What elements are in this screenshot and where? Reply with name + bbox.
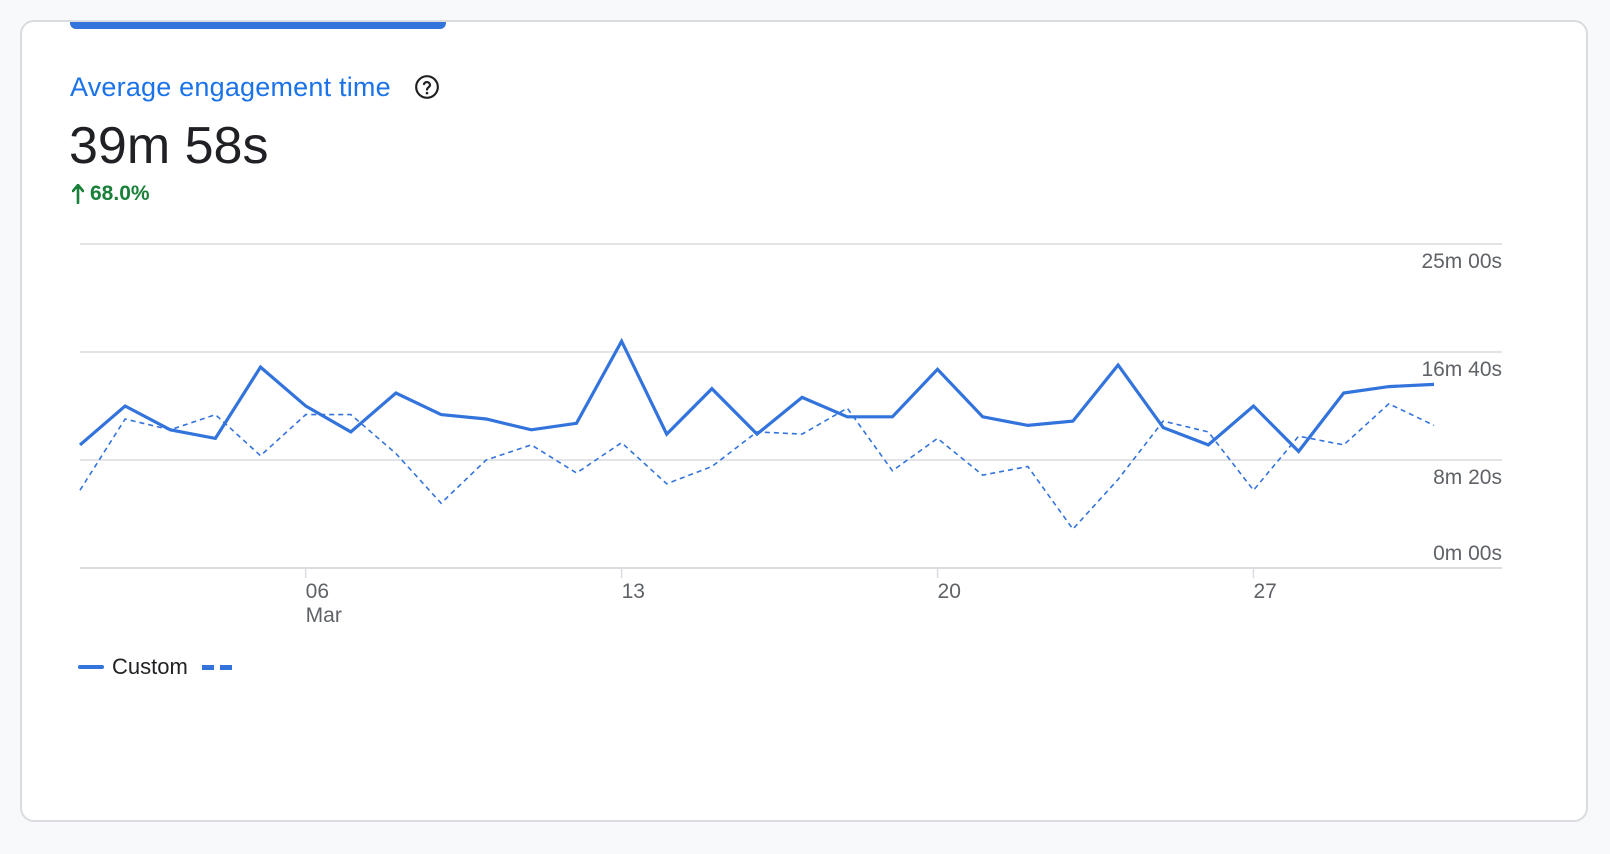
legend-solid-swatch bbox=[78, 665, 104, 669]
x-tick-label-1: 13 bbox=[622, 580, 645, 603]
chart-series bbox=[78, 337, 1435, 531]
y-tick-label-1: 8m 20s bbox=[1433, 466, 1502, 489]
metric-change: 68.0% bbox=[72, 182, 150, 206]
x-tick-label-0: 06 bbox=[306, 580, 329, 603]
chart-grid bbox=[80, 243, 1502, 569]
y-tick-label-2: 16m 40s bbox=[1421, 358, 1502, 381]
x-tick-label-3: 27 bbox=[1253, 580, 1276, 603]
help-circle-icon[interactable] bbox=[414, 74, 440, 100]
legend-label-custom[interactable]: Custom bbox=[112, 654, 188, 679]
selected-tab-indicator bbox=[70, 22, 446, 29]
legend-dashed-swatch[interactable] bbox=[201, 664, 232, 670]
arrow-up-icon bbox=[72, 184, 84, 204]
series-line-comparison bbox=[79, 402, 1435, 531]
metric-change-value: 68.0% bbox=[90, 182, 150, 205]
y-axis-ticks: 0m 00s 8m 20s 16m 40s 25m 00s bbox=[1421, 250, 1502, 565]
y-tick-label-0: 0m 00s bbox=[1433, 542, 1502, 565]
x-tick-sublabel-0: Mar bbox=[306, 604, 342, 627]
metric-title[interactable]: Average engagement time bbox=[70, 72, 391, 102]
engagement-card: Average engagement time 39m 58s 68.0% 0m… bbox=[20, 20, 1588, 822]
x-tick-label-2: 20 bbox=[938, 580, 961, 603]
metric-value: 39m 58s bbox=[69, 117, 269, 175]
chart-legend: Custom bbox=[78, 654, 232, 680]
y-tick-label-3: 25m 00s bbox=[1421, 250, 1502, 273]
series-line-custom bbox=[78, 337, 1435, 454]
